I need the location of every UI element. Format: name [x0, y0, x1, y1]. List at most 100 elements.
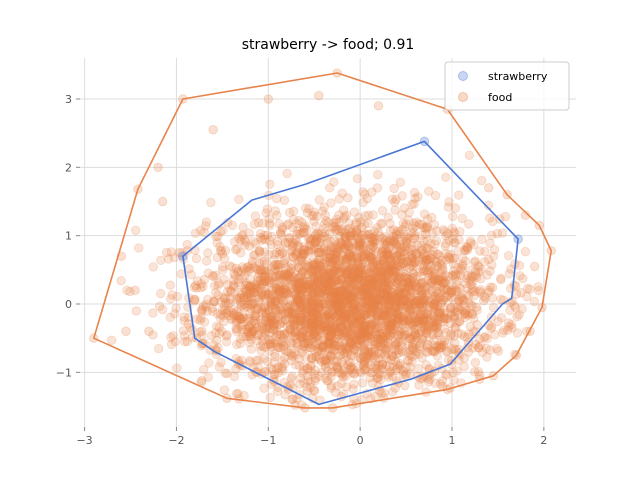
data-point-food [388, 324, 399, 334]
data-point-food [190, 228, 201, 238]
data-point-food [372, 223, 382, 233]
data-point-food [196, 279, 207, 289]
data-point-food [266, 363, 276, 373]
data-point-food [397, 254, 407, 264]
data-point-food [348, 263, 358, 274]
data-point-food [410, 193, 420, 204]
data-point-food [447, 287, 457, 298]
data-point-food [321, 354, 331, 364]
data-point-food [419, 294, 429, 304]
data-point-food [233, 293, 243, 304]
data-point-food [417, 244, 428, 255]
data-point-food [424, 265, 434, 276]
data-point-food [369, 343, 380, 354]
data-point-food [427, 250, 438, 260]
data-point-food [215, 226, 226, 236]
data-point-food [436, 277, 446, 287]
data-point-food [375, 369, 385, 379]
data-point-food [375, 341, 386, 352]
data-point-food [190, 296, 200, 306]
data-point-food [412, 249, 422, 259]
data-point-food [239, 284, 250, 294]
data-point-food [385, 295, 395, 306]
data-point-food [439, 314, 450, 324]
data-point-food [420, 320, 431, 330]
data-point-food [320, 373, 330, 384]
data-point-food [322, 281, 332, 292]
data-point-food [479, 296, 489, 306]
data-point-food [422, 261, 433, 272]
data-point-food [439, 308, 449, 318]
data-point-food [409, 311, 419, 321]
data-point-food [377, 358, 387, 368]
data-point-food [375, 285, 385, 295]
data-point-food [157, 304, 168, 315]
data-point-food [362, 351, 372, 362]
data-point-food [363, 300, 374, 310]
data-point-food [370, 391, 380, 402]
data-point-food [457, 259, 468, 270]
data-point-food [331, 295, 342, 306]
data-point-food [433, 278, 443, 289]
data-point-food [453, 246, 463, 256]
data-point-food [368, 210, 378, 220]
data-point-food [278, 317, 288, 328]
data-point-food [215, 313, 225, 323]
data-point-food [267, 286, 278, 296]
data-point-food [405, 306, 415, 316]
data-point-food [372, 334, 383, 344]
data-point-food [390, 321, 401, 331]
data-point-food [389, 295, 400, 305]
data-point-food [263, 288, 273, 299]
data-point-food [192, 276, 203, 286]
data-point-food [264, 235, 275, 246]
data-point-food [317, 286, 327, 297]
data-point-food [470, 256, 480, 266]
data-point-food [429, 300, 439, 310]
data-point-food [340, 295, 350, 305]
data-point-food [430, 269, 440, 279]
data-point-food [346, 274, 356, 284]
data-point-food [307, 311, 317, 321]
data-point-food [322, 233, 332, 243]
data-point-food [329, 324, 339, 335]
data-point-food [380, 232, 390, 242]
data-point-food [470, 339, 481, 350]
data-point-food [315, 257, 325, 268]
data-point-food [314, 261, 325, 271]
data-point-food [283, 308, 293, 318]
data-point-food [473, 261, 483, 271]
data-point-food [258, 308, 268, 318]
data-point-food [367, 286, 377, 296]
data-point-food [292, 394, 302, 404]
data-point-food [298, 365, 308, 376]
data-point-food [314, 299, 325, 310]
data-point-food [439, 277, 450, 288]
data-point-food [305, 324, 315, 334]
data-point-food [337, 251, 348, 261]
data-point-food [388, 237, 399, 247]
data-point-food [275, 289, 285, 299]
data-point-food [395, 299, 406, 309]
data-point-food [417, 314, 428, 325]
data-point-food [378, 256, 388, 267]
data-point-food [327, 299, 337, 309]
data-point-food [368, 318, 379, 328]
data-point-food [366, 275, 376, 285]
data-point-food [476, 265, 486, 275]
data-point-food [359, 277, 370, 288]
data-point-food [380, 261, 391, 271]
data-point-food [353, 294, 364, 304]
data-point-food [207, 303, 217, 313]
data-point-food [406, 305, 417, 315]
data-point-food [412, 295, 423, 306]
data-point-food [466, 238, 476, 248]
data-point-food [441, 369, 452, 379]
data-point-food [402, 315, 413, 326]
data-point-food [361, 354, 371, 365]
data-point-food [401, 236, 411, 246]
data-point-food [197, 375, 207, 386]
data-point-food [343, 294, 354, 305]
data-point-food [318, 289, 329, 300]
data-point-food [241, 324, 251, 334]
